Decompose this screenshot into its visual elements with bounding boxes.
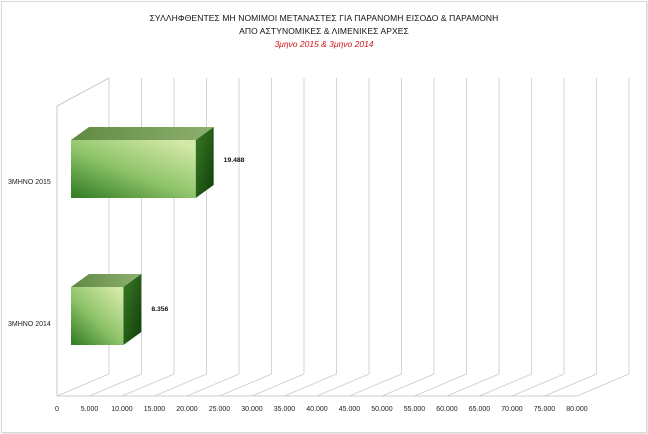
floor-gridline <box>576 373 630 397</box>
x-tick-label: 5.000 <box>81 406 99 413</box>
floor-gridline <box>121 373 175 397</box>
chart-title-line-1: ΣΥΛΛΗΦΘΕΝΤΕΣ ΜΗ ΝΟΜΙΜΟΙ ΜΕΤΑΝΑΣΤΕΣ ΓΙΑ Π… <box>149 13 499 23</box>
bar-side-face <box>123 274 142 345</box>
x-tick-label: 60.000 <box>436 406 458 413</box>
floor-gridline <box>414 373 467 397</box>
x-tick-label: 65.000 <box>469 406 491 413</box>
x-tick-label: 10.000 <box>111 406 133 413</box>
category-label: 3ΜΗΝΟ 2015 <box>8 179 51 186</box>
bar-top-face <box>71 274 142 287</box>
floor-gridline <box>381 373 435 397</box>
x-tick-label: 30.000 <box>241 406 263 413</box>
x-tick-label: 55.000 <box>404 406 426 413</box>
bar-front-face <box>71 287 124 345</box>
x-tick-label: 15.000 <box>144 406 166 413</box>
x-tick-label: 75.000 <box>534 406 556 413</box>
x-tick-label: 80.000 <box>566 406 588 413</box>
labels: 0 5.000 10.000 15.000 20.000 25.000 30.000 35.0… <box>8 157 588 413</box>
grid-lines <box>56 77 630 397</box>
left-wall <box>56 77 110 396</box>
x-tick-label: 40.000 <box>306 406 328 413</box>
floor-gridline <box>186 373 240 397</box>
x-tick-label: 45.000 <box>339 406 361 413</box>
x-tick-label: 25.000 <box>209 406 231 413</box>
bar-front-face <box>71 140 196 198</box>
x-tick-label: 0 <box>55 406 59 413</box>
x-tick-label: 20.000 <box>176 406 198 413</box>
floor-gridline <box>316 373 370 397</box>
floor-gridline <box>544 373 597 397</box>
bar-side-face <box>195 127 214 198</box>
data-label: 19.488 <box>224 157 245 164</box>
floor-gridline <box>349 373 402 397</box>
floor-gridline <box>154 373 207 397</box>
floor-gridline <box>219 373 272 397</box>
bars <box>71 127 214 345</box>
floor-gridline <box>56 373 110 397</box>
chart-title-line-2: ΑΠΟ ΑΣΤΥΝΟΜΙΚΕΣ & ΛΙΜΕΝΙΚΕΣ ΑΡΧΕΣ <box>239 26 409 36</box>
chart-titles: ΣΥΛΛΗΦΘΕΝΤΕΣ ΜΗ ΝΟΜΙΜΟΙ ΜΕΤΑΝΑΣΤΕΣ ΓΙΑ Π… <box>0 12 648 51</box>
x-tick-label: 50.000 <box>371 406 393 413</box>
x-tick-label: 35.000 <box>274 406 296 413</box>
x-tick-label: 70.000 <box>501 406 523 413</box>
data-label: 8.356 <box>151 306 168 313</box>
bar-top-face <box>71 127 214 140</box>
floor-gridline <box>89 373 142 397</box>
floor-gridline <box>479 373 532 397</box>
floor-gridline <box>446 373 500 397</box>
floor-gridline <box>284 373 337 397</box>
floor-gridline <box>251 373 305 397</box>
category-label: 3ΜΗΝΟ 2014 <box>8 321 51 328</box>
chart-subtitle: 3μηνο 2015 & 3μηνο 2014 <box>274 39 374 49</box>
floor-gridline <box>511 373 565 397</box>
